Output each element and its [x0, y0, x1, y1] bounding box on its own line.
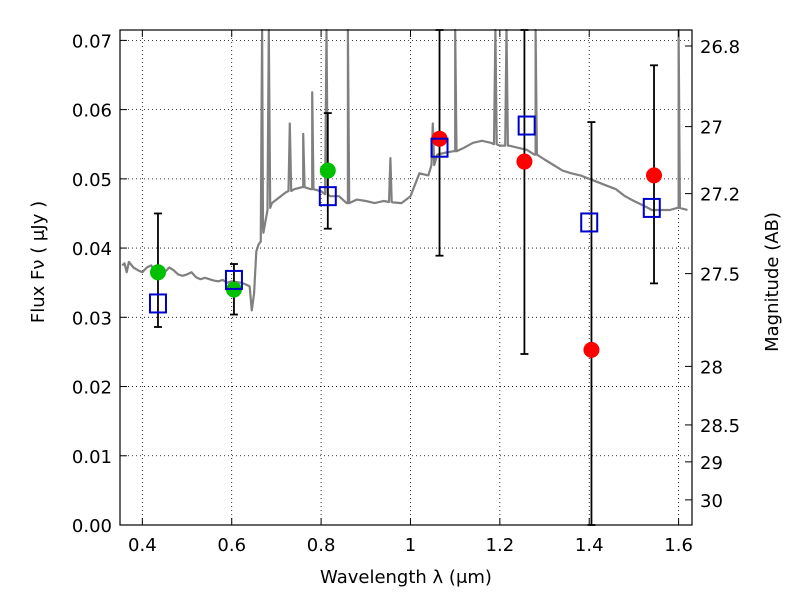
data-point-square: [430, 137, 449, 158]
y-axis-title: Flux Fν ( μJy ): [28, 201, 49, 323]
y-ticks: 0.00 0.01 0.02 0.03 0.04 0.05 0.06 0.07: [72, 31, 127, 537]
y-tick-label: 0.00: [72, 516, 112, 537]
y2-tick-label: 27: [700, 118, 723, 139]
plot-frame: [119, 29, 693, 526]
error-bars: [153, 29, 659, 526]
data-point-circle: [319, 162, 336, 179]
y2-axis-title: Magnitude (AB): [762, 212, 783, 352]
data-point-square: [517, 115, 536, 136]
y2-tick-label: 29: [700, 453, 723, 474]
model-spectrum: [121, 28, 688, 312]
y2-tick-label: 27.5: [700, 265, 740, 286]
x-axis-title: Wavelength λ (μm): [320, 567, 492, 588]
x-tick-label: 1.6: [664, 535, 693, 556]
y-tick-label: 0.06: [72, 101, 112, 122]
data-point-square: [224, 269, 243, 290]
y-tick-label: 0.02: [72, 378, 112, 399]
x-tick-label: 0.6: [217, 535, 246, 556]
y-tick-label: 0.03: [72, 308, 112, 329]
y-tick-label: 0.04: [72, 239, 112, 260]
y2-tick-label: 27.2: [700, 185, 740, 206]
model-spectrum-line: [121, 28, 688, 312]
x-ticks: 0.4 0.6 0.8 1 1.2 1.4 1.6: [128, 30, 693, 556]
data-point-circle: [516, 153, 533, 170]
x-tick-label: 0.8: [307, 535, 336, 556]
data-point-square: [148, 293, 167, 314]
x-tick-label: 1: [405, 535, 416, 556]
data-point-circle: [149, 264, 166, 281]
x-tick-label: 1.2: [486, 535, 515, 556]
y2-tick-label: 28: [700, 357, 723, 378]
data-point-circle: [646, 167, 663, 184]
data-point-square: [580, 212, 599, 233]
x-tick-label: 1.4: [575, 535, 604, 556]
y2-tick-label: 28.5: [700, 416, 740, 437]
y2-ticks: 26.8 27 27.2 27.5 28 28.5 29 30: [685, 37, 740, 512]
x-tick-label: 0.4: [128, 535, 157, 556]
y2-tick-label: 26.8: [700, 37, 740, 58]
data-point-square: [642, 197, 661, 218]
data-point-circle: [583, 341, 600, 358]
data-points: [148, 115, 663, 358]
data-point-square: [318, 186, 337, 207]
y2-tick-label: 30: [700, 491, 723, 512]
y-tick-label: 0.05: [72, 170, 112, 191]
y-tick-label: 0.01: [72, 447, 112, 468]
y-tick-label: 0.07: [72, 31, 112, 52]
